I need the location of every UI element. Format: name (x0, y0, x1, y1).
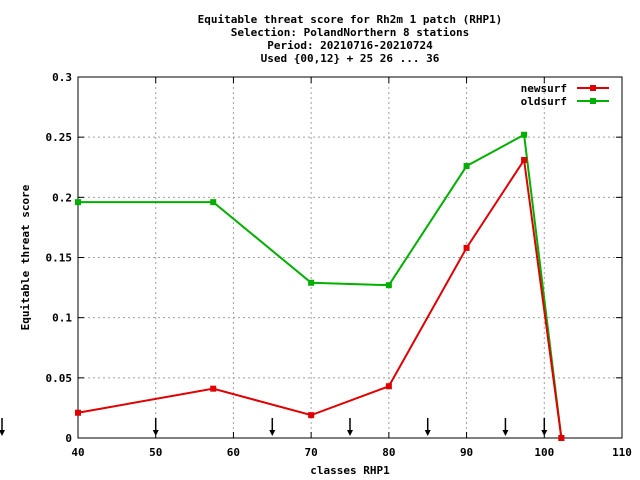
threshold-arrow (424, 418, 431, 436)
x-tick-label: 100 (534, 446, 554, 459)
threshold-arrow (541, 418, 548, 436)
oldsurf-point (385, 282, 392, 289)
y-tick-label: 0.25 (46, 131, 73, 144)
y-tick-label: 0 (65, 432, 72, 445)
grid (78, 77, 622, 438)
oldsurf-point (210, 199, 217, 206)
x-axis-label: classes RHP1 (310, 464, 390, 477)
x-tick-label: 80 (382, 446, 395, 459)
legend-label: newsurf (521, 82, 567, 95)
threshold-arrow-head (347, 430, 353, 436)
x-tick-label: 40 (71, 446, 84, 459)
x-tick-label: 50 (149, 446, 162, 459)
threshold-arrow (502, 418, 509, 436)
x-tick-label: 90 (460, 446, 473, 459)
x-tick-label: 60 (227, 446, 240, 459)
chart-title: Equitable threat score for Rh2m 1 patch … (198, 13, 503, 65)
threshold-arrow (152, 418, 159, 436)
threshold-arrow-head (0, 430, 5, 436)
legend-swatch-point (590, 85, 596, 91)
threshold-arrow-head (269, 430, 276, 436)
oldsurf-point (521, 131, 528, 138)
newsurf-point (463, 244, 470, 251)
newsurf-point (385, 383, 392, 390)
threshold-arrow-head (502, 430, 509, 436)
newsurf-point (308, 412, 315, 419)
threshold-arrow-head (152, 430, 159, 436)
newsurf-point (75, 409, 81, 416)
newsurf-point (521, 157, 528, 164)
threshold-arrow (0, 418, 5, 436)
title-line: Equitable threat score for Rh2m 1 patch … (198, 13, 503, 26)
legend-swatch-point (590, 98, 596, 104)
oldsurf-line (78, 133, 563, 439)
y-tick-label: 0.05 (46, 372, 73, 385)
y-tick-label: 0.3 (52, 71, 72, 84)
newsurf-point (210, 385, 217, 392)
oldsurf-point (75, 199, 81, 206)
y-tick-label: 0.2 (52, 191, 72, 204)
oldsurf-point (308, 279, 315, 286)
threshold-arrow-head (424, 430, 431, 436)
title-line: Used {00,12} + 25 26 ... 36 (261, 52, 440, 65)
title-line: Selection: PolandNorthern 8 stations (231, 26, 469, 39)
oldsurf-point (463, 163, 470, 170)
y-tick-label: 0.1 (52, 312, 72, 325)
legend-label: oldsurf (521, 95, 567, 108)
series (75, 131, 565, 441)
threshold-arrow (347, 418, 353, 436)
y-axis-ticks: 0 0.05 0.1 0.15 0.2 0.25 0.3 (46, 71, 622, 445)
y-tick-label: 0.15 (46, 252, 73, 265)
threshold-arrow-head (541, 430, 548, 436)
x-tick-label: 110 (612, 446, 632, 459)
y-axis-label: Equitable threat score (19, 184, 32, 330)
threshold-markers (0, 418, 548, 436)
title-line: Period: 20210716-20210724 (267, 39, 433, 52)
newsurf-point (558, 435, 565, 441)
x-axis-ticks: 40 50 60 70 80 90 100 110 (71, 77, 632, 459)
x-tick-label: 70 (305, 446, 318, 459)
threshold-arrow (269, 418, 276, 436)
